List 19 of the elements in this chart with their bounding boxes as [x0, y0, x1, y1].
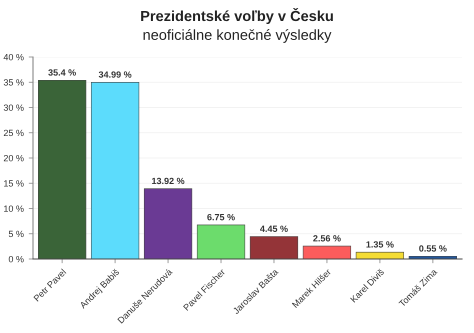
data-label: 35.4 %: [48, 69, 76, 76]
y-tick-label: 10 %: [4, 205, 24, 212]
chart-title: Prezidentské voľby v Česku: [141, 8, 333, 24]
y-tick-label: 35 %: [4, 79, 24, 86]
y-tick-label: 5 %: [8, 230, 24, 238]
chart-subtitle: neoficiálne konečné výsledky: [144, 29, 332, 43]
y-tick-label: 40 %: [4, 54, 24, 60]
data-label: 2.56 %: [313, 235, 341, 242]
y-tick-label: 30 %: [4, 104, 24, 111]
data-label: 6.75 %: [207, 214, 235, 220]
y-tick-label: 25 %: [4, 130, 24, 136]
data-label: 13.92 %: [152, 178, 184, 184]
data-label: 0.55 %: [419, 245, 447, 252]
y-tick-label: 0 %: [8, 256, 24, 262]
y-tick-label: 20 %: [4, 154, 24, 162]
y-tick-label: 15 %: [4, 180, 24, 187]
data-label: 4.45 %: [260, 226, 288, 232]
data-label: 34.99 %: [98, 71, 132, 78]
data-label: 1.35 %: [366, 241, 394, 248]
